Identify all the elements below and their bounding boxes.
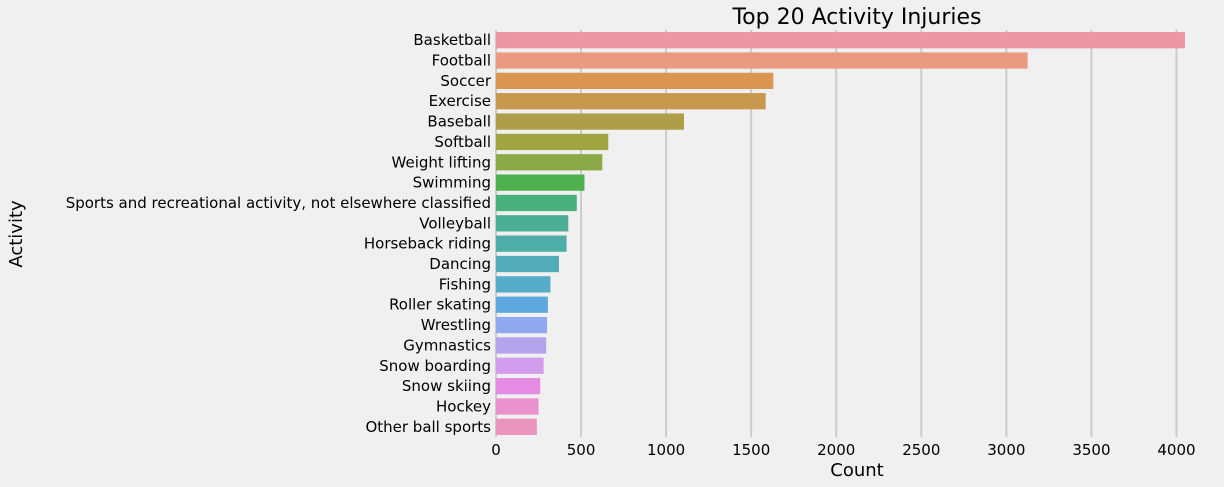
y-tick-label: Volleyball <box>419 214 491 232</box>
y-tick-label: Snow skiing <box>402 377 491 395</box>
x-axis-label: Count <box>830 460 883 481</box>
bars <box>496 32 1185 435</box>
chart-title: Top 20 Activity Injuries <box>731 5 981 30</box>
y-tick-label: Wrestling <box>421 316 491 334</box>
x-tick-label: 1500 <box>732 441 770 459</box>
y-tick-label: Horseback riding <box>364 235 491 253</box>
y-tick-label: Gymnastics <box>403 336 491 354</box>
bar <box>496 418 537 435</box>
bar <box>496 194 577 212</box>
bar <box>496 357 544 374</box>
bar <box>496 32 1185 49</box>
x-tick-label: 0 <box>491 441 501 459</box>
bar <box>496 235 567 252</box>
y-tick-label: Sports and recreational activity, not el… <box>66 194 491 212</box>
bar <box>496 276 551 293</box>
bar <box>496 72 774 90</box>
x-tick-label: 500 <box>567 441 596 459</box>
bar <box>496 296 548 313</box>
bar <box>496 52 1028 69</box>
y-tick-label: Fishing <box>439 275 491 293</box>
y-tick-label: Dancing <box>429 255 491 273</box>
x-tick-label: 4000 <box>1157 441 1195 459</box>
y-tick-label: Other ball sports <box>365 418 491 436</box>
bar <box>496 154 603 171</box>
y-tick-label: Baseball <box>427 113 491 131</box>
bar <box>496 113 684 130</box>
y-tick-label: Football <box>432 52 491 70</box>
x-tick-label: 1000 <box>647 441 685 459</box>
x-tick-label: 3500 <box>1072 441 1110 459</box>
x-tick-label: 2000 <box>817 441 855 459</box>
y-tick-label: Roller skating <box>389 296 491 314</box>
y-tick-label: Softball <box>434 133 491 151</box>
bar <box>496 174 585 191</box>
y-tick-label: Soccer <box>440 72 491 90</box>
y-tick-label: Hockey <box>436 397 491 415</box>
x-tick-label: 2500 <box>902 441 940 459</box>
y-tick-label: Weight lifting <box>392 153 491 171</box>
x-tick-label: 3000 <box>987 441 1025 459</box>
bar <box>496 337 547 354</box>
bar <box>496 93 766 110</box>
y-tick-label: Swimming <box>413 174 491 192</box>
bar <box>496 316 548 334</box>
bar <box>496 398 539 415</box>
y-tick-label: Exercise <box>429 92 491 110</box>
bar <box>496 255 559 273</box>
y-tick-label: Snow boarding <box>379 357 491 375</box>
x-tick-labels: 0 500 1000 1500 2000 2500 3000 3500 4000 <box>491 441 1195 459</box>
bar <box>496 133 609 151</box>
y-axis-label: Activity <box>6 200 27 268</box>
bar <box>496 215 569 232</box>
bar <box>496 377 541 395</box>
y-tick-labels: Basketball Football Soccer Exercise Baseball… <box>66 31 492 436</box>
y-tick-label: Basketball <box>413 31 491 49</box>
